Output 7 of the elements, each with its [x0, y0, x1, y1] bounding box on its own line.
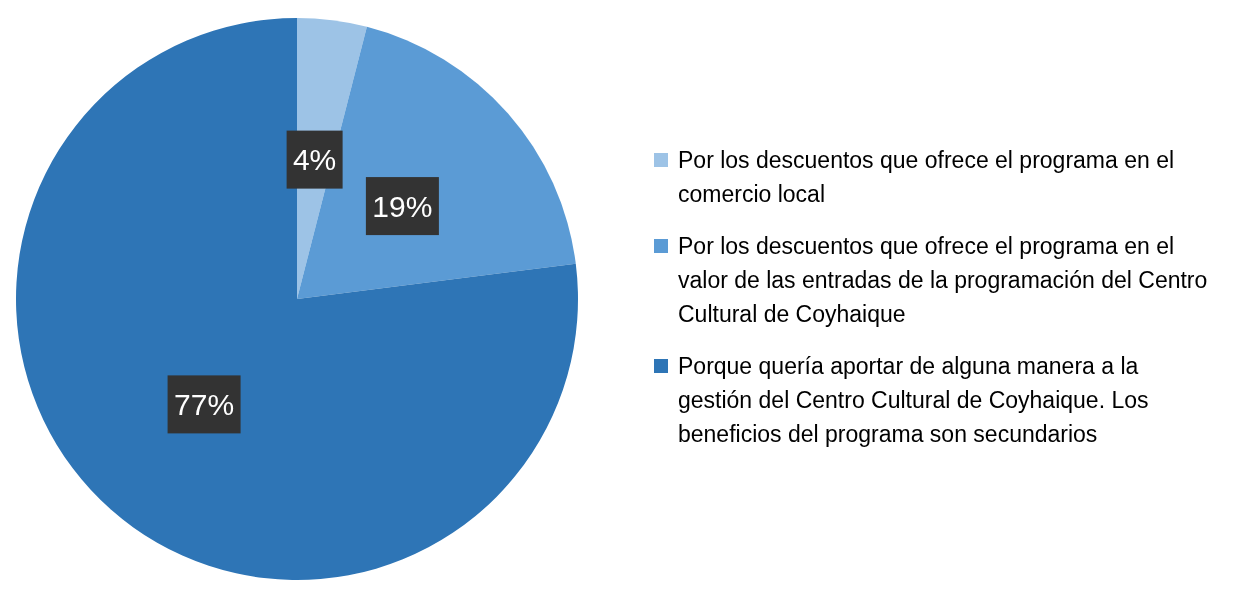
legend-label: Porque quería aportar de alguna manera a la gestión del Centro Cultural de Coyhaique. Los beneficios del programa son secundarios	[678, 351, 1150, 449]
legend-label: Por los descuentos que ofrece el programa en el valor de las entradas de la programación del Centro Cultural de Coyhaique	[678, 231, 1209, 329]
data-label: 4%	[292, 143, 337, 177]
legend-label: Por los descuentos que ofrece el programa en el comercio local	[678, 145, 1176, 209]
data-label: 19%	[372, 189, 433, 223]
pie-slice	[16, 18, 578, 580]
data-label: 77%	[174, 387, 235, 421]
